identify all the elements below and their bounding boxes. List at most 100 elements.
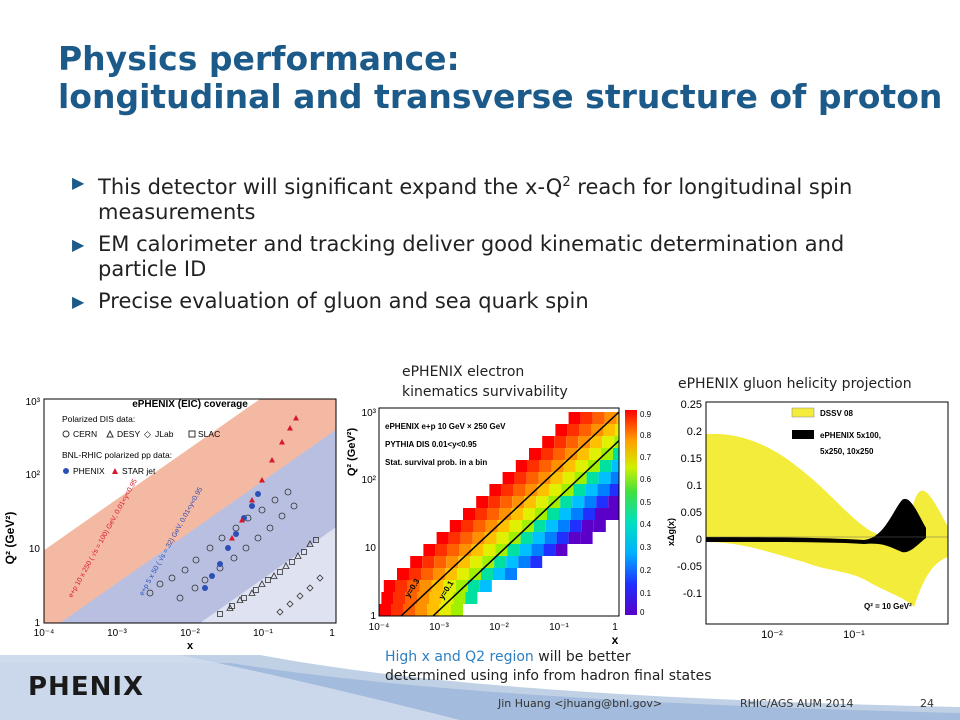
- heatmap-cell: [539, 460, 552, 472]
- heatmap-cell: [379, 604, 391, 616]
- dis-point: [217, 611, 223, 617]
- y-tick: 10³: [362, 408, 377, 419]
- heatmap-cell: [391, 604, 403, 616]
- heatmap-cell: [489, 484, 502, 496]
- dssv-uncertainty-band: [706, 433, 948, 607]
- dis-point: [301, 549, 307, 555]
- heatmap-cell: [409, 568, 421, 580]
- heatmap-cell: [568, 412, 581, 424]
- heatmap-cell: [482, 556, 495, 568]
- heatmap-cells: [379, 412, 619, 616]
- heatmap-cell: [603, 424, 616, 436]
- dis-point: [168, 574, 176, 582]
- dis-point: [306, 584, 314, 592]
- x-tick: 10⁻⁴: [34, 628, 55, 639]
- right-annotation: Q² = 10 GeV²: [864, 602, 912, 611]
- heatmap-cell: [433, 568, 445, 580]
- heatmap-cell: [519, 544, 532, 556]
- bullet-text: This detector will significant expand th…: [98, 175, 563, 199]
- heatmap-cell: [524, 496, 537, 508]
- dis-point: [253, 587, 259, 593]
- heatmap-cell: [475, 508, 487, 520]
- x-tick: 10⁻¹: [253, 628, 273, 639]
- heatmap-cell: [541, 448, 553, 460]
- heatmap-cell: [484, 532, 497, 544]
- heatmap-cell: [599, 460, 612, 472]
- heatmap-cell: [501, 484, 514, 496]
- heatmap-cell: [557, 520, 570, 532]
- heatmap-cell: [481, 568, 493, 580]
- middle-legend-line: PYTHIA DIS 0.01<y<0.95: [385, 440, 477, 449]
- y-tick: 0.1: [687, 480, 702, 492]
- heatmap-cell: [463, 508, 475, 520]
- dis-point: [258, 506, 266, 514]
- z-tick: 0.4: [640, 520, 652, 529]
- heatmap-cell: [423, 544, 436, 556]
- z-tick: 0.3: [640, 543, 652, 552]
- y-tick: 10: [29, 544, 41, 555]
- heatmap-cell: [518, 556, 531, 568]
- heatmap-cell: [461, 520, 474, 532]
- heatmap-cell: [580, 412, 593, 424]
- heatmap-cell: [572, 496, 585, 508]
- heatmap-cell: [527, 460, 540, 472]
- right-legend-ephenix: ePHENIX 5x100,: [820, 431, 881, 440]
- y-tick: 0.2: [687, 426, 702, 438]
- heatmap-cell: [395, 580, 408, 592]
- x-tick: 10⁻²: [489, 622, 509, 633]
- z-tick: 0.8: [640, 431, 652, 440]
- heatmap-cell: [459, 544, 472, 556]
- dis-point: [290, 502, 298, 510]
- z-tick: 0.6: [640, 475, 652, 484]
- dis-point: [316, 574, 324, 582]
- dis-point: [176, 594, 184, 602]
- caption-line-1: ePHENIX electron: [402, 364, 525, 380]
- x-tick: 10⁻¹: [843, 629, 865, 641]
- heatmap-cell: [595, 508, 607, 520]
- y-tick: -0.1: [683, 588, 702, 600]
- bullet-item: ▶ EM calorimeter and tracking deliver go…: [70, 232, 890, 282]
- heatmap-cell: [393, 592, 406, 604]
- heatmap-cell: [613, 448, 619, 460]
- heatmap-cell: [435, 544, 448, 556]
- heatmap-cell: [473, 520, 486, 532]
- heatmap-cell: [555, 424, 568, 436]
- heatmap-cell: [421, 568, 433, 580]
- heatmap-cell: [525, 484, 538, 496]
- right-figure-caption: ePHENIX gluon helicity projection: [678, 376, 912, 392]
- heatmap-cell: [417, 592, 430, 604]
- heatmap-cell: [507, 544, 520, 556]
- middle-figure-caption: ePHENIX electron kinematics survivabilit…: [402, 362, 568, 402]
- heatmap-cell: [543, 544, 556, 556]
- phenix-point: [202, 585, 208, 591]
- heatmap-cell: [443, 580, 456, 592]
- dis-point: [276, 608, 284, 616]
- dis-point: [258, 580, 266, 587]
- heatmap-cell: [583, 508, 595, 520]
- heatmap-cell: [571, 508, 583, 520]
- dis-point: [313, 537, 319, 543]
- heatmap-cell: [530, 556, 543, 568]
- phenix-point: [217, 561, 223, 567]
- bullet-text: EM calorimeter and tracking deliver good…: [98, 232, 845, 281]
- heatmap-cell: [563, 460, 576, 472]
- heatmap-cell: [573, 484, 586, 496]
- heatmap-cell: [554, 436, 567, 448]
- heatmap-cell: [579, 424, 592, 436]
- dis-point: [284, 488, 292, 496]
- dis-point: [192, 556, 200, 564]
- caption-line-2: kinematics survivability: [402, 384, 568, 400]
- heatmap-cell: [578, 436, 591, 448]
- heatmap-cell: [615, 424, 619, 436]
- x-tick: 1: [612, 622, 618, 633]
- z-tick: 0.1: [640, 589, 652, 598]
- legend-dis-header: Polarized DIS data:: [62, 414, 135, 424]
- title-line-2: longitudinal and transverse structure of…: [58, 77, 943, 116]
- heatmap-cell: [602, 436, 615, 448]
- footer-event: RHIC/AGS AUM 2014: [740, 697, 854, 710]
- star-point: [287, 425, 293, 431]
- heatmap-cell: [441, 592, 454, 604]
- heatmap-cell: [538, 472, 551, 484]
- heatmap-cell: [505, 568, 517, 580]
- heatmap-cell: [502, 472, 515, 484]
